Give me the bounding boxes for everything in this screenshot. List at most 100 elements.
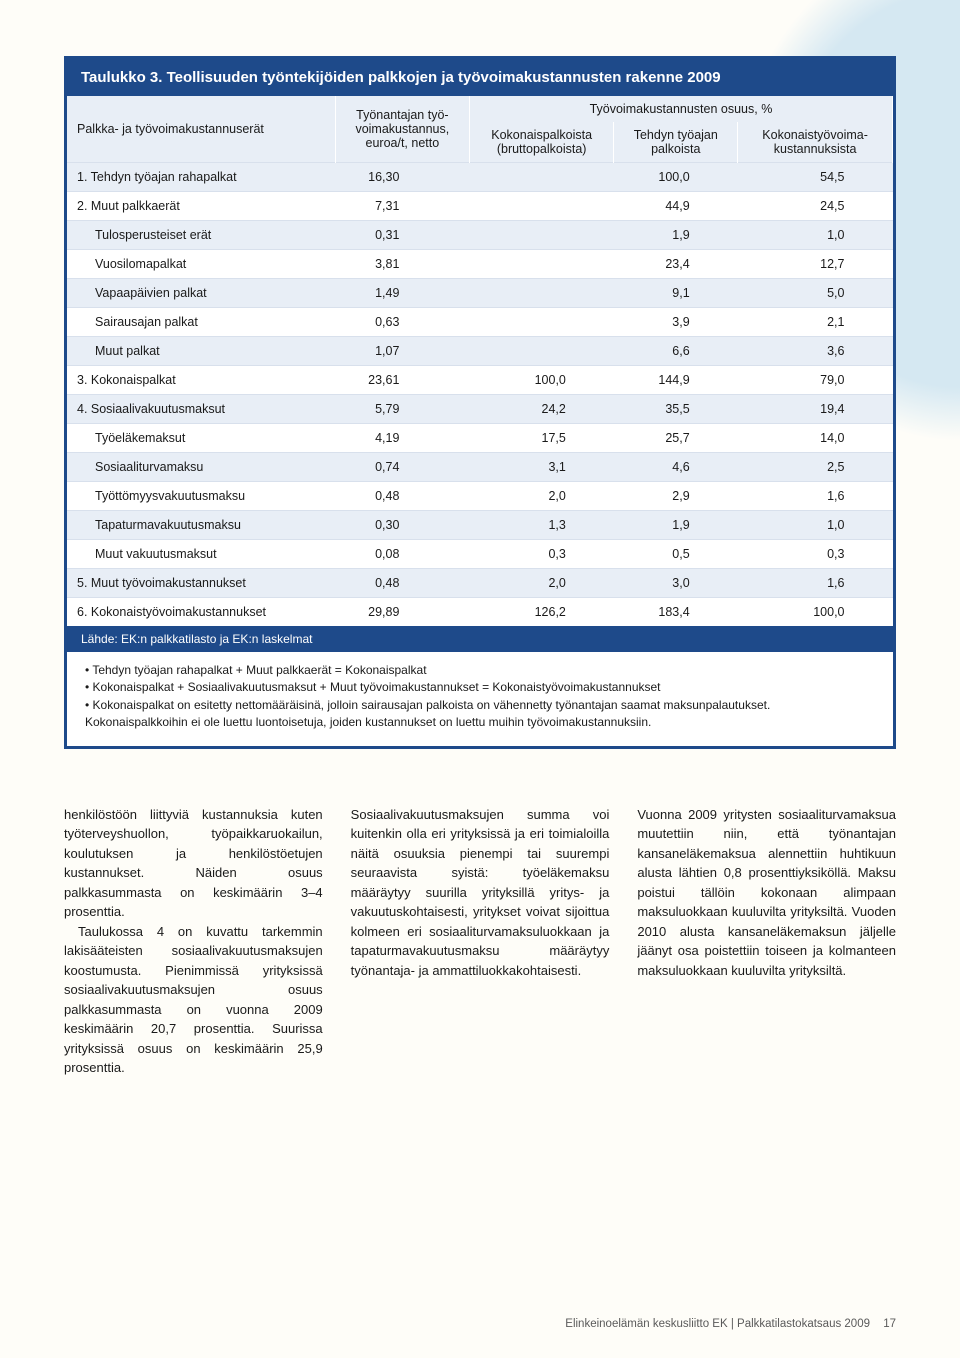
row-v1: 4,19 [335, 424, 469, 453]
row-v3: 144,9 [614, 366, 738, 395]
row-v4: 54,5 [738, 163, 893, 192]
col1-p1: henkilöstöön liittyviä kustannuksia kute… [64, 805, 323, 922]
row-v1: 0,31 [335, 221, 469, 250]
table-row: Tulosperusteiset erät0,311,91,0 [67, 221, 893, 250]
row-v3: 6,6 [614, 337, 738, 366]
row-v2 [469, 337, 613, 366]
body-columns: henkilöstöön liittyviä kustannuksia kute… [64, 805, 896, 1078]
row-v2: 126,2 [469, 598, 613, 627]
col2-p1: Sosiaalivakuutusmaksujen summa voi kuite… [351, 805, 610, 981]
row-label: Muut vakuutusmaksut [67, 540, 335, 569]
row-v1: 0,48 [335, 569, 469, 598]
row-v2 [469, 192, 613, 221]
column-1: henkilöstöön liittyviä kustannuksia kute… [64, 805, 323, 1078]
row-label: Vuosilomapalkat [67, 250, 335, 279]
table-row: 2. Muut palkkaerät7,3144,924,5 [67, 192, 893, 221]
row-label: Työttömyysvakuutusmaksu [67, 482, 335, 511]
table-notes: • Tehdyn työajan rahapalkat + Muut palkk… [67, 652, 893, 746]
row-v3: 44,9 [614, 192, 738, 221]
note-line: • Kokonaispalkat + Sosiaalivakuutusmaksu… [81, 679, 879, 696]
note-line: • Kokonaispalkat on esitetty nettomääräi… [81, 697, 879, 714]
row-v4: 79,0 [738, 366, 893, 395]
row-v1: 0,48 [335, 482, 469, 511]
row-v3: 3,9 [614, 308, 738, 337]
row-label: 5. Muut työvoimakustannukset [67, 569, 335, 598]
row-v2: 2,0 [469, 482, 613, 511]
table-source: Lähde: EK:n palkkatilasto ja EK:n laskel… [67, 626, 893, 652]
th-col1: Palkka- ja työvoimakustannuserät [67, 96, 335, 163]
row-v4: 100,0 [738, 598, 893, 627]
note-line: • Tehdyn työajan rahapalkat + Muut palkk… [81, 662, 879, 679]
table-row: Vapaapäivien palkat1,499,15,0 [67, 279, 893, 308]
table-row: Muut palkat1,07 6,63,6 [67, 337, 893, 366]
row-v2: 1,3 [469, 511, 613, 540]
row-label: 4. Sosiaalivakuutusmaksut [67, 395, 335, 424]
row-v4: 14,0 [738, 424, 893, 453]
row-v3: 2,9 [614, 482, 738, 511]
row-v4: 24,5 [738, 192, 893, 221]
column-3: Vuonna 2009 yritysten sosiaaliturvamaksu… [637, 805, 896, 1078]
page-number: 17 [883, 1318, 896, 1330]
row-v2: 0,3 [469, 540, 613, 569]
row-label: Sosiaaliturvamaksu [67, 453, 335, 482]
row-v3: 9,1 [614, 279, 738, 308]
row-label: Työeläkemaksut [67, 424, 335, 453]
row-v4: 0,3 [738, 540, 893, 569]
page-content: Taulukko 3. Teollisuuden työntekijöiden … [0, 0, 960, 1118]
row-v3: 23,4 [614, 250, 738, 279]
row-v4: 3,6 [738, 337, 893, 366]
row-v1: 0,74 [335, 453, 469, 482]
table-row: Tapaturmavakuutusmaksu0,301,31,91,0 [67, 511, 893, 540]
table-row: Työeläkemaksut4,1917,525,714,0 [67, 424, 893, 453]
row-v1: 23,61 [335, 366, 469, 395]
row-v1: 29,89 [335, 598, 469, 627]
col1-p2: Taulukossa 4 on kuvattu tarkemmin lakisä… [64, 922, 323, 1078]
row-v1: 5,79 [335, 395, 469, 424]
th-col2: Työnantajan työ- voimakustannus, euroa/t… [335, 96, 469, 163]
row-v2 [469, 221, 613, 250]
col3-p1: Vuonna 2009 yritysten sosiaaliturvamaksu… [637, 805, 896, 981]
row-v4: 1,6 [738, 569, 893, 598]
row-label: Muut palkat [67, 337, 335, 366]
row-v4: 19,4 [738, 395, 893, 424]
row-v2: 3,1 [469, 453, 613, 482]
table-row: Sairausajan palkat0,63 3,92,1 [67, 308, 893, 337]
row-v4: 1,6 [738, 482, 893, 511]
table-header: Palkka- ja työvoimakustannuserät Työnant… [67, 96, 893, 163]
row-v2 [469, 250, 613, 279]
table-row: 6. Kokonaistyövoimakustannukset29,89126,… [67, 598, 893, 627]
table-row: 3. Kokonaispalkat23,61100,0144,979,0 [67, 366, 893, 395]
row-label: Tapaturmavakuutusmaksu [67, 511, 335, 540]
row-v1: 1,07 [335, 337, 469, 366]
row-v4: 2,1 [738, 308, 893, 337]
row-v1: 16,30 [335, 163, 469, 192]
row-v3: 1,9 [614, 511, 738, 540]
row-v4: 1,0 [738, 221, 893, 250]
row-v4: 2,5 [738, 453, 893, 482]
row-v1: 0,08 [335, 540, 469, 569]
th-col3: Kokonaispalkoista (bruttopalkoista) [469, 122, 613, 163]
table-row: 5. Muut työvoimakustannukset0,482,03,01,… [67, 569, 893, 598]
page-footer: Elinkeinoelämän keskusliitto EK | Palkka… [565, 1318, 896, 1330]
main-table: Palkka- ja työvoimakustannuserät Työnant… [67, 96, 893, 626]
row-v1: 0,63 [335, 308, 469, 337]
row-v4: 1,0 [738, 511, 893, 540]
table-row: Työttömyysvakuutusmaksu0,482,02,91,6 [67, 482, 893, 511]
table-row: Vuosilomapalkat3,81 23,412,7 [67, 250, 893, 279]
note-line: Kokonaispalkkoihin ei ole luettu luontoi… [81, 714, 879, 731]
row-v3: 4,6 [614, 453, 738, 482]
row-label: 1. Tehdyn työajan rahapalkat [67, 163, 335, 192]
row-label: Sairausajan palkat [67, 308, 335, 337]
row-v3: 25,7 [614, 424, 738, 453]
row-v3: 35,5 [614, 395, 738, 424]
row-v4: 12,7 [738, 250, 893, 279]
table-body: 1. Tehdyn työajan rahapalkat16,30100,054… [67, 163, 893, 627]
row-v2 [469, 308, 613, 337]
table-row: 4. Sosiaalivakuutusmaksut5,7924,235,519,… [67, 395, 893, 424]
row-v3: 100,0 [614, 163, 738, 192]
row-v3: 3,0 [614, 569, 738, 598]
row-v3: 1,9 [614, 221, 738, 250]
row-v1: 3,81 [335, 250, 469, 279]
column-2: Sosiaalivakuutusmaksujen summa voi kuite… [351, 805, 610, 1078]
th-group: Työvoimakustannusten osuus, % [469, 96, 892, 122]
